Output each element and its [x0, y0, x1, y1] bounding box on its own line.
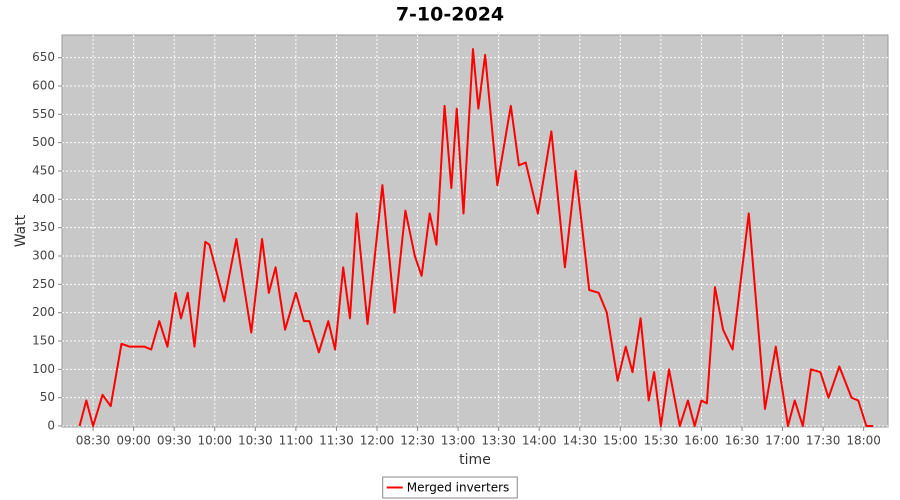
y-tick-label: 50	[40, 390, 55, 404]
y-tick-label: 200	[32, 305, 55, 319]
x-tick-label: 09:00	[116, 434, 151, 448]
y-tick-label: 350	[32, 220, 55, 234]
x-tick-label: 10:00	[197, 434, 232, 448]
y-tick-label: 450	[32, 164, 55, 178]
x-tick-label: 08:30	[76, 434, 111, 448]
plot-layer	[62, 35, 888, 427]
y-tick-label: 500	[32, 135, 55, 149]
y-tick-label: 300	[32, 249, 55, 263]
x-tick-label: 10:30	[238, 434, 273, 448]
x-tick-label: 16:30	[725, 434, 760, 448]
chart-title: 7-10-2024	[396, 4, 504, 26]
x-tick-label: 17:00	[765, 434, 800, 448]
x-tick-label: 11:30	[319, 434, 354, 448]
y-tick-label: 150	[32, 334, 55, 348]
legend-label: Merged inverters	[407, 481, 510, 495]
x-tick-label: 13:30	[481, 434, 516, 448]
x-tick-label: 15:30	[644, 434, 679, 448]
legend-box	[382, 476, 518, 499]
y-axis-label: Watt	[13, 214, 29, 247]
x-tick-label: 14:30	[562, 434, 597, 448]
y-tick-label: 550	[32, 107, 55, 121]
y-tick-label: 250	[32, 277, 55, 291]
y-tick-label: 0	[47, 419, 55, 433]
x-axis-label: time	[459, 452, 491, 468]
data-line	[78, 48, 874, 427]
x-tick-label: 17:30	[806, 434, 841, 448]
x-tick-label: 11:00	[279, 434, 314, 448]
y-tick-label: 400	[32, 192, 55, 206]
y-tick-label: 600	[32, 79, 55, 93]
x-tick-label: 09:30	[157, 434, 192, 448]
x-tick-label: 18:00	[846, 434, 881, 448]
y-tick-label: 650	[32, 50, 55, 64]
legend: Merged inverters	[382, 476, 518, 499]
x-tick-label: 16:00	[684, 434, 719, 448]
x-tick-label: 12:00	[360, 434, 395, 448]
x-tick-label: 14:00	[522, 434, 557, 448]
x-tick-label: 13:00	[441, 434, 476, 448]
y-tick-label: 100	[32, 362, 55, 376]
x-tick-label: 12:30	[400, 434, 435, 448]
plot-area	[61, 34, 889, 428]
x-tick-label: 15:00	[603, 434, 638, 448]
